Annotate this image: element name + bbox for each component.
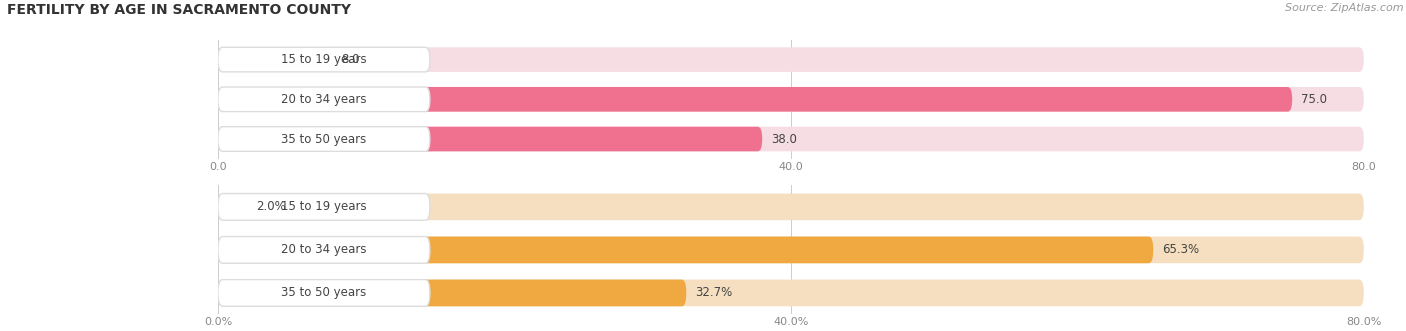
FancyBboxPatch shape [218, 87, 1292, 112]
FancyBboxPatch shape [218, 47, 430, 72]
Text: FERTILITY BY AGE IN SACRAMENTO COUNTY: FERTILITY BY AGE IN SACRAMENTO COUNTY [7, 3, 351, 17]
FancyBboxPatch shape [218, 127, 1364, 151]
FancyBboxPatch shape [218, 280, 1364, 306]
FancyBboxPatch shape [218, 87, 430, 112]
Text: Source: ZipAtlas.com: Source: ZipAtlas.com [1285, 3, 1403, 13]
Text: 65.3%: 65.3% [1163, 243, 1199, 257]
Text: 38.0: 38.0 [772, 132, 797, 146]
Text: 15 to 19 years: 15 to 19 years [281, 200, 367, 213]
Text: 20 to 34 years: 20 to 34 years [281, 243, 367, 257]
FancyBboxPatch shape [218, 127, 430, 151]
FancyBboxPatch shape [218, 47, 333, 72]
FancyBboxPatch shape [218, 237, 1153, 263]
Text: 32.7%: 32.7% [696, 286, 733, 300]
FancyBboxPatch shape [218, 87, 1364, 112]
Text: 35 to 50 years: 35 to 50 years [281, 132, 367, 146]
Text: 8.0: 8.0 [342, 53, 360, 66]
FancyBboxPatch shape [218, 127, 762, 151]
FancyBboxPatch shape [218, 280, 430, 306]
FancyBboxPatch shape [218, 194, 430, 220]
FancyBboxPatch shape [218, 280, 686, 306]
Text: 75.0: 75.0 [1302, 93, 1327, 106]
Text: 20 to 34 years: 20 to 34 years [281, 93, 367, 106]
Text: 2.0%: 2.0% [256, 200, 285, 213]
Text: 35 to 50 years: 35 to 50 years [281, 286, 367, 300]
FancyBboxPatch shape [218, 237, 430, 263]
FancyBboxPatch shape [218, 194, 1364, 220]
FancyBboxPatch shape [218, 237, 1364, 263]
FancyBboxPatch shape [218, 194, 246, 220]
Text: 15 to 19 years: 15 to 19 years [281, 53, 367, 66]
FancyBboxPatch shape [218, 47, 1364, 72]
